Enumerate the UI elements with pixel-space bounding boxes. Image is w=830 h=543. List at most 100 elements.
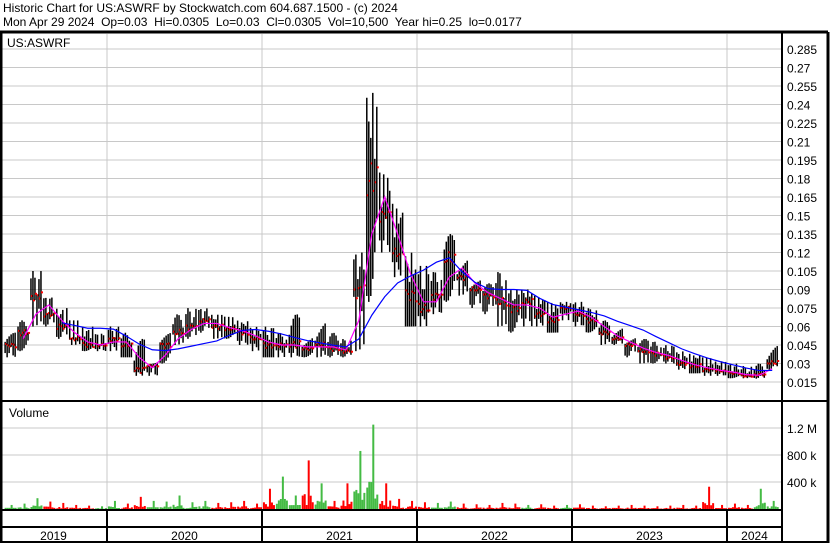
close-marker (105, 344, 108, 347)
price-tick-label: 0.015 (787, 376, 817, 390)
volume-bar (443, 507, 446, 509)
volume-bar (318, 501, 321, 509)
close-marker (127, 345, 130, 348)
volume-bar (245, 506, 248, 509)
volume-bar (163, 506, 166, 509)
volume-bar (97, 508, 100, 509)
volume-bar (617, 505, 620, 509)
volume-bar (389, 500, 392, 509)
volume-bar (676, 507, 679, 509)
close-marker (383, 212, 386, 215)
close-marker (588, 321, 591, 324)
close-marker (631, 345, 634, 348)
close-marker (387, 210, 390, 213)
volume-bar (56, 508, 59, 509)
volume-bar (258, 507, 261, 509)
close-marker (422, 308, 425, 311)
volume-bar (92, 508, 95, 509)
volume-bar (298, 505, 301, 509)
volume-bar (566, 504, 569, 509)
volume-bar (600, 508, 603, 509)
close-marker (319, 345, 322, 348)
volume-bar (427, 507, 430, 509)
price-tick-label: 0.105 (787, 265, 817, 279)
volume-bar (723, 508, 726, 509)
close-marker (45, 313, 48, 316)
close-marker (671, 357, 674, 360)
close-marker (459, 274, 462, 277)
volume-bar (305, 505, 308, 509)
close-marker (58, 323, 61, 326)
close-marker (525, 298, 528, 301)
volume-bar (62, 502, 65, 509)
close-marker (514, 304, 517, 307)
close-marker (745, 375, 748, 378)
close-marker (439, 296, 442, 299)
volume-bar (725, 508, 728, 509)
volume-bar (591, 505, 594, 509)
volume-bar (413, 507, 416, 509)
price-tick-label: 0.15 (787, 210, 811, 224)
close-marker (217, 327, 220, 330)
close-marker (299, 340, 302, 343)
volume-bar (202, 506, 205, 509)
volume-bar (370, 482, 373, 509)
close-marker (512, 306, 515, 309)
volume-bar (311, 502, 314, 509)
volume-bar (650, 508, 653, 509)
close-marker (542, 313, 545, 316)
volume-bar (348, 504, 351, 509)
volume-bar (239, 507, 242, 509)
close-marker (420, 311, 423, 314)
close-marker (472, 286, 475, 289)
volume-bar (262, 502, 265, 509)
volume-bar (169, 506, 172, 509)
close-marker (332, 349, 335, 352)
volume-bar (394, 506, 397, 509)
close-marker (24, 329, 27, 332)
close-marker (9, 345, 12, 348)
close-marker (652, 352, 655, 355)
close-marker (376, 166, 379, 169)
close-marker (206, 320, 209, 323)
year-label: 2024 (741, 529, 768, 543)
close-marker (338, 349, 341, 352)
close-marker (684, 363, 687, 366)
volume-bar (8, 507, 11, 509)
volume-bar (376, 494, 379, 509)
volume-bar (174, 506, 177, 509)
close-marker (407, 292, 410, 295)
volume-bar (232, 506, 235, 509)
volume-bar (296, 505, 299, 509)
volume-bar (626, 507, 629, 509)
volume-tick-label: 1.2 M (787, 422, 817, 436)
close-marker (762, 374, 765, 377)
volume-bar (529, 507, 532, 509)
volume-bar (135, 506, 138, 509)
price-tick-label: 0.03 (787, 358, 811, 372)
volume-bar (228, 507, 231, 509)
close-marker (426, 309, 429, 312)
close-marker (499, 302, 502, 305)
close-marker (695, 365, 698, 368)
close-marker (527, 301, 530, 304)
volume-bar (634, 507, 637, 509)
volume-bar (359, 450, 362, 509)
close-marker (622, 336, 625, 339)
close-marker (470, 289, 473, 292)
volume-bar (466, 508, 469, 509)
close-marker (706, 368, 709, 371)
year-label: 2022 (481, 529, 508, 543)
volume-bar (256, 503, 259, 509)
volume-bar (673, 507, 676, 509)
close-marker (638, 350, 641, 353)
volume-bar (776, 507, 779, 509)
close-marker (108, 337, 111, 340)
volume-bar (473, 508, 476, 509)
volume-bar (66, 507, 69, 509)
close-marker (715, 370, 718, 373)
close-marker (342, 351, 345, 354)
close-marker (321, 344, 324, 347)
close-marker (463, 279, 466, 282)
close-marker (518, 306, 521, 309)
